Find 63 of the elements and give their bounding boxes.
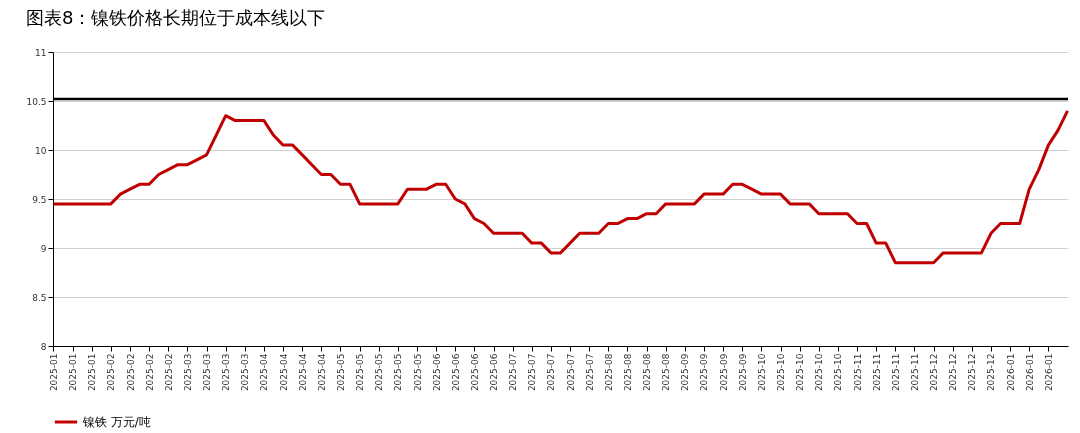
x-tick-label: 2025-11	[890, 353, 901, 392]
line-series	[51, 109, 1070, 265]
x-tick-label: 2025-12	[929, 353, 940, 392]
x-tick-label: 2025-07	[565, 353, 576, 392]
x-tick-label: 2026-01	[1024, 353, 1035, 392]
y-tick-label: 10	[35, 145, 47, 156]
x-tick-label: 2025-01	[87, 353, 98, 392]
x-tick-label: 2025-02	[106, 353, 117, 392]
y-tick-label: 9	[40, 243, 47, 254]
x-tick-label: 2025-12	[948, 353, 959, 392]
x-tick-label: 2025-04	[297, 353, 308, 392]
x-tick-label: 2025-08	[622, 353, 633, 392]
y-tick-label: 10.5	[26, 96, 47, 107]
x-tick-label: 2025-01	[48, 353, 59, 392]
chart-title: 图表8：镍铁价格长期位于成本线以下	[25, 7, 326, 28]
x-tick-label: 2025-11	[909, 353, 920, 392]
x-tick-label: 2025-05	[374, 353, 385, 392]
x-tick-label: 2025-08	[661, 353, 672, 392]
x-tick-label: 2025-05	[335, 353, 346, 392]
x-tick-label: 2025-02	[125, 353, 136, 392]
x-tick-label: 2025-08	[642, 353, 653, 392]
x-tick-label: 2025-05	[393, 353, 404, 392]
x-tick-label: 2025-05	[355, 353, 366, 392]
x-tick-label: 2026-01	[1043, 353, 1054, 392]
x-tick-label: 2025-10	[776, 353, 787, 392]
x-tick-label: 2025-05	[412, 353, 423, 392]
x-tick-label: 2025-02	[163, 353, 174, 392]
x-tick-label: 2025-03	[240, 353, 251, 392]
x-tick-label: 2025-04	[278, 353, 289, 392]
x-tick-label: 2025-04	[316, 353, 327, 392]
x-tick-label: 2026-01	[1005, 353, 1016, 392]
x-tick-label: 2025-09	[699, 353, 710, 392]
x-tick-label: 2025-03	[202, 353, 213, 392]
x-tick-label: 2025-06	[431, 353, 442, 392]
x-tick-label: 2025-01	[68, 353, 79, 392]
x-tick-label: 2025-09	[680, 353, 691, 392]
x-tick-label: 2025-03	[182, 353, 193, 392]
x-tick-label: 2025-06	[450, 353, 461, 392]
x-tick-label: 2025-12	[967, 353, 978, 392]
y-tick-label: 8	[40, 341, 47, 352]
x-tick-label: 2025-07	[546, 353, 557, 392]
x-tick-label: 2025-10	[756, 353, 767, 392]
x-tick-label: 2025-06	[469, 353, 480, 392]
x-tick-label: 2025-03	[221, 353, 232, 392]
x-tick-label: 2025-08	[603, 353, 614, 392]
x-tick-label: 2025-12	[986, 353, 997, 392]
x-tick-label: 2025-07	[527, 353, 538, 392]
x-tick-label: 2025-06	[489, 353, 500, 392]
x-tick-label: 2025-09	[718, 353, 729, 392]
x-tick-label: 2025-11	[852, 353, 863, 392]
x-tick-label: 2025-11	[871, 353, 882, 392]
x-tick-label: 2025-10	[833, 353, 844, 392]
x-tick-label: 2025-07	[508, 353, 519, 392]
y-tick-label: 11	[35, 47, 47, 58]
x-tick-label: 2025-02	[144, 353, 155, 392]
y-tick-label: 9.5	[32, 194, 47, 205]
x-tick-label: 2025-04	[259, 353, 270, 392]
legend-label: 镍铁 万元/吨	[82, 415, 151, 429]
x-tick-label: 2025-09	[737, 353, 748, 392]
x-tick-label: 2025-07	[584, 353, 595, 392]
x-tick-label: 2025-10	[795, 353, 806, 392]
y-tick-label: 8.5	[32, 292, 47, 303]
x-tick-label: 2025-10	[814, 353, 825, 392]
